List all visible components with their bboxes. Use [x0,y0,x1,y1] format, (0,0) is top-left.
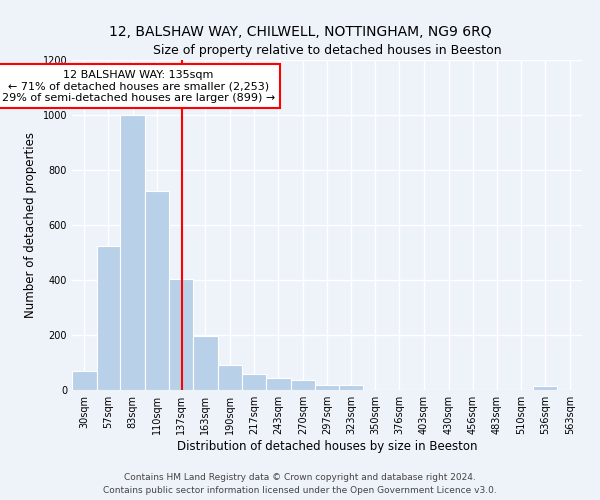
Bar [145,190,169,390]
Bar [290,380,315,390]
Y-axis label: Number of detached properties: Number of detached properties [24,132,37,318]
Bar [533,386,557,390]
Bar [242,374,266,390]
Bar [339,384,364,390]
X-axis label: Distribution of detached houses by size in Beeston: Distribution of detached houses by size … [177,440,477,453]
Bar [218,365,242,390]
Bar [120,115,145,390]
Bar [72,371,97,390]
Text: 12, BALSHAW WAY, CHILWELL, NOTTINGHAM, NG9 6RQ: 12, BALSHAW WAY, CHILWELL, NOTTINGHAM, N… [109,25,491,39]
Bar [97,246,120,390]
Bar [266,378,290,390]
Text: 12 BALSHAW WAY: 135sqm
← 71% of detached houses are smaller (2,253)
29% of semi-: 12 BALSHAW WAY: 135sqm ← 71% of detached… [2,70,275,102]
Title: Size of property relative to detached houses in Beeston: Size of property relative to detached ho… [152,44,502,58]
Text: Contains HM Land Registry data © Crown copyright and database right 2024.
Contai: Contains HM Land Registry data © Crown c… [103,474,497,495]
Bar [193,336,218,390]
Bar [315,384,339,390]
Bar [169,278,193,390]
